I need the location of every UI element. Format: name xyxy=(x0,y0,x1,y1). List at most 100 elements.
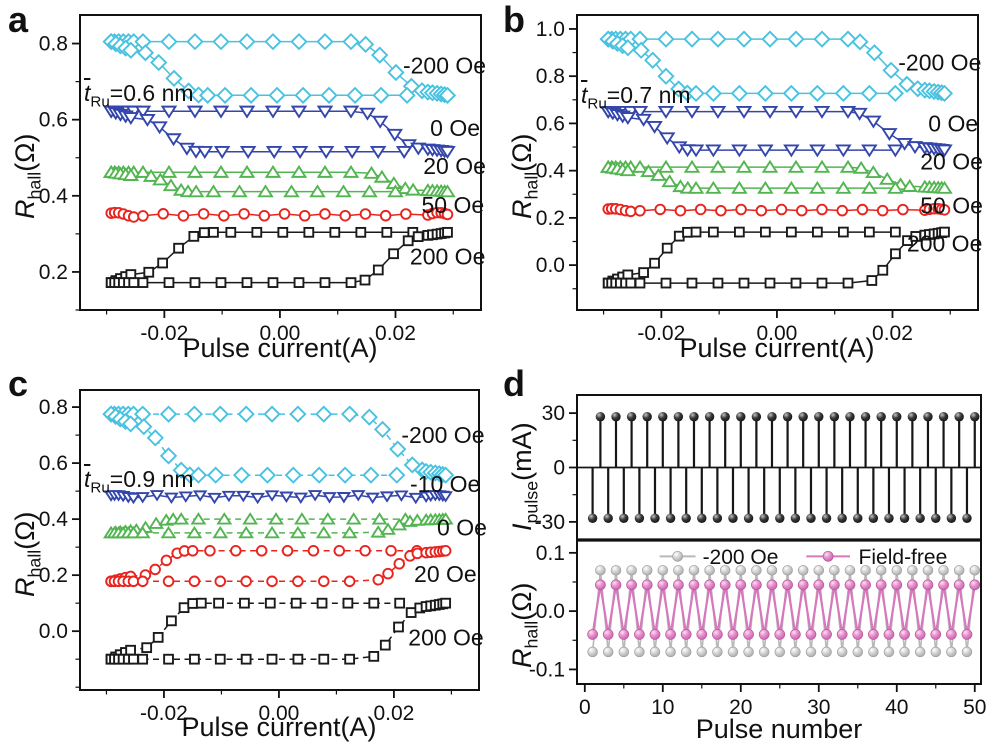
y-label-subscript: hall xyxy=(24,171,45,200)
panel-d-pulse-train-plot: -30 0 30 xyxy=(535,394,982,541)
panel-c-series--200-oe xyxy=(102,405,455,484)
panel-b-series--200-oe xyxy=(599,30,954,103)
annotation-symbol: t xyxy=(581,82,588,108)
svg-text:20 Oe: 20 Oe xyxy=(414,561,477,587)
panel-d-x-axis-label: Pulse number xyxy=(695,714,863,744)
panel-c-thickness-annotation: tRu=0.9 nm xyxy=(84,468,194,496)
y-label-unit: (Ω) xyxy=(10,133,40,172)
svg-text:0.8: 0.8 xyxy=(536,65,565,88)
svg-text:20 Oe: 20 Oe xyxy=(423,153,486,179)
panel-letter-a: a xyxy=(8,0,29,40)
panel-d-top-y-axis-label: Ipulse(mA) xyxy=(507,422,542,531)
panel-c-x-axis-label: Pulse current(A) xyxy=(181,712,377,742)
svg-text:0.00: 0.00 xyxy=(259,322,300,345)
svg-text:0.1: 0.1 xyxy=(536,542,565,565)
annotation-symbol: t xyxy=(84,466,91,492)
svg-text:20: 20 xyxy=(729,696,752,719)
panel-d-bottom-y-axis-label: Rhall(Ω) xyxy=(507,583,542,669)
panel-b-series-20-oe xyxy=(599,159,953,194)
panel-letter-c: c xyxy=(8,363,29,404)
svg-text:-200 Oe: -200 Oe xyxy=(401,422,484,448)
panel-a-plot: 0.2 0.4 0.6 0.8 -0.02 0.00 0.02 -200 Oe 0 Oe 20 O… xyxy=(39,14,486,345)
panel-d-series-field-free xyxy=(587,579,981,640)
panel-c-series-labels: -200 Oe -10 Oe 0 Oe 20 Oe 200 Oe xyxy=(401,422,487,650)
svg-text:0 Oe: 0 Oe xyxy=(928,110,978,136)
y-label-unit: (Ω) xyxy=(507,133,537,172)
svg-text:0.4: 0.4 xyxy=(536,160,566,183)
annotation-value: =0.6 nm xyxy=(109,80,194,106)
y-label-symbol: I xyxy=(507,523,537,531)
panel-d-legend: -200 Oe Field-free xyxy=(659,546,947,569)
panel-b-series-labels: -200 Oe 0 Oe 20 Oe 50 Oe 200 Oe xyxy=(898,49,983,256)
svg-text:-10 Oe: -10 Oe xyxy=(410,471,480,497)
annotation-subscript: Ru xyxy=(90,479,110,497)
svg-text:0.00: 0.00 xyxy=(756,322,797,345)
panel-letter-b: b xyxy=(503,0,525,40)
svg-text:10: 10 xyxy=(651,696,674,719)
svg-text:0.2: 0.2 xyxy=(39,564,68,587)
panel-c-series-0-oe xyxy=(103,512,454,539)
panel-b-plot: 0.0 0.2 0.4 0.6 0.8 1.0 -0.02 0.00 0.02 -200 Oe 0 … xyxy=(536,14,983,345)
panel-b-series-200-oe xyxy=(602,226,950,289)
panel-a-series-labels: -200 Oe 0 Oe 20 Oe 50 Oe 200 Oe xyxy=(403,53,486,270)
svg-text:0.02: 0.02 xyxy=(872,322,913,345)
y-label-subscript: hall xyxy=(521,171,542,200)
y-label-symbol: R xyxy=(507,648,537,669)
svg-text:0.8: 0.8 xyxy=(39,396,68,419)
y-label-subscript: hall xyxy=(521,620,542,649)
panel-a-series-0-oe xyxy=(102,105,456,159)
y-label-symbol: R xyxy=(507,199,537,220)
svg-text:0.4: 0.4 xyxy=(39,185,69,208)
panel-c-series-20-oe xyxy=(105,545,452,588)
svg-text:-200 Oe: -200 Oe xyxy=(703,546,779,569)
y-label-unit: (Ω) xyxy=(10,511,40,550)
panel-b-series-50-oe xyxy=(602,202,951,218)
svg-text:50 Oe: 50 Oe xyxy=(421,192,484,218)
svg-text:0.8: 0.8 xyxy=(39,33,68,56)
panel-b-y-axis-label: Rhall(Ω) xyxy=(507,133,542,220)
svg-text:30: 30 xyxy=(542,402,565,425)
svg-text:-0.02: -0.02 xyxy=(637,322,685,345)
svg-text:-0.02: -0.02 xyxy=(140,702,188,725)
svg-text:1.0: 1.0 xyxy=(536,18,565,41)
svg-text:0.4: 0.4 xyxy=(39,508,69,531)
svg-text:-200 Oe: -200 Oe xyxy=(898,49,981,75)
svg-text:0.6: 0.6 xyxy=(536,112,565,135)
panel-b-thickness-annotation: tRu=0.7 nm xyxy=(581,84,691,112)
svg-text:0.0: 0.0 xyxy=(39,620,68,643)
panel-letter-d: d xyxy=(503,363,525,404)
svg-text:30: 30 xyxy=(807,696,830,719)
panel-b-series-0-oe xyxy=(599,105,953,158)
svg-text:50: 50 xyxy=(963,696,986,719)
svg-text:0: 0 xyxy=(553,457,565,480)
svg-text:0 Oe: 0 Oe xyxy=(430,115,480,141)
svg-text:0.02: 0.02 xyxy=(373,702,414,725)
panel-a-thickness-annotation: tRu=0.6 nm xyxy=(84,82,194,110)
svg-text:50 Oe: 50 Oe xyxy=(920,193,983,219)
panel-a-series-200-oe xyxy=(105,226,453,288)
svg-text:-200 Oe: -200 Oe xyxy=(403,53,486,79)
svg-text:200 Oe: 200 Oe xyxy=(410,244,485,270)
svg-text:0.0: 0.0 xyxy=(536,600,565,623)
y-label-symbol: R xyxy=(10,577,40,598)
y-label-subscript: pulse xyxy=(521,480,542,524)
svg-text:0 Oe: 0 Oe xyxy=(437,514,487,540)
svg-text:-30: -30 xyxy=(535,511,565,534)
svg-text:0.2: 0.2 xyxy=(536,207,565,230)
svg-text:200 Oe: 200 Oe xyxy=(907,230,982,256)
y-label-symbol: R xyxy=(10,199,40,220)
svg-text:200 Oe: 200 Oe xyxy=(408,624,483,650)
svg-text:0.6: 0.6 xyxy=(39,452,68,475)
svg-text:0.2: 0.2 xyxy=(39,261,68,284)
annotation-symbol: t xyxy=(84,80,91,106)
y-label-subscript: hall xyxy=(24,549,45,578)
annotation-value: =0.7 nm xyxy=(606,82,691,108)
annotation-subscript: Ru xyxy=(587,95,607,113)
panel-a-series-20-oe xyxy=(102,164,456,198)
panel-d-hall-resistance-plot: -200 Oe Field-free -0.1 0.0 0.1 0 10 20 30 40 50 xyxy=(529,538,986,719)
panel-a-series--200-oe xyxy=(102,33,457,104)
panel-b-x-axis-label: Pulse current(A) xyxy=(679,333,875,363)
svg-text:0.02: 0.02 xyxy=(375,322,416,345)
